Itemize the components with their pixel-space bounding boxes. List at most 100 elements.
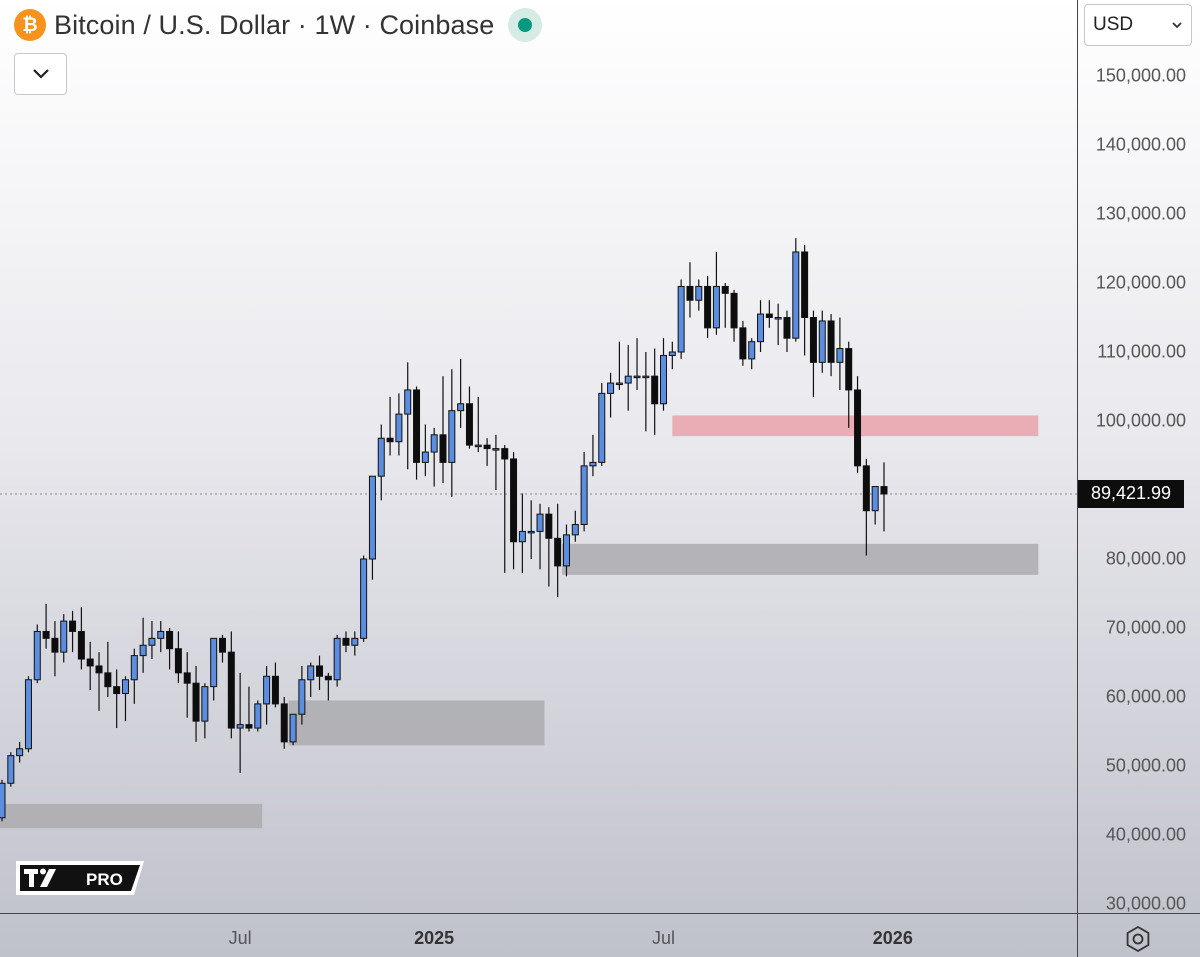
candle-body-up [360,558,368,639]
candle-body-up [712,285,720,329]
candle-body-up [598,392,606,463]
candle-body-up [527,530,535,534]
candle [695,279,703,311]
candle-body-down [69,620,77,632]
candle-body-up [139,644,147,657]
candle-body-up [60,620,68,653]
price-tick-label: 120,000.00 [1095,272,1186,293]
candle-body-up [289,713,297,743]
candle [836,317,844,390]
candle-body-down [271,675,279,705]
candle [333,634,341,687]
candle [633,338,641,390]
candle [104,641,112,697]
candle [871,486,879,525]
candle [571,510,579,542]
candle [113,669,121,729]
candle [51,621,59,677]
candle-body-up [571,524,579,536]
candle-body-down [77,630,85,660]
candle [827,314,835,377]
candle-body-up [210,637,218,688]
candle-body-down [113,686,121,695]
candle [589,434,597,477]
market-status-dot-icon[interactable] [508,8,543,42]
candle-body-down [845,348,853,391]
candle [474,396,482,453]
support-zone-0[interactable] [0,803,263,829]
candle-body-up [615,382,623,386]
time-scale[interactable] [0,913,1200,957]
candle-body-up [580,465,588,526]
candle-body-down [174,648,182,674]
candle-body-up [333,637,341,681]
candle-body-down [95,665,103,674]
candle-body-up [474,444,482,448]
candle [483,438,491,466]
candle-body-up [871,486,879,512]
time-tick-label: Jul [651,928,676,948]
candle-body-up [562,534,570,567]
candle [139,617,147,673]
candle-body-up [536,513,544,532]
price-tick-label: 50,000.00 [1105,755,1186,776]
candle [166,628,174,670]
candle-body-down [809,317,817,363]
candle [430,427,438,487]
candle-body-up [607,382,615,394]
chevron-down-icon [1172,22,1182,29]
symbol-header[interactable]: ₿ Bitcoin / U.S. Dollar · 1W · Coinbase [14,8,543,42]
tradingview-logo: PRO [16,861,144,895]
candle-body-up [695,285,703,301]
candle [316,655,324,691]
candle [624,345,632,411]
candle [854,376,862,473]
candle [386,396,394,456]
candle [24,676,32,753]
candle [792,238,800,342]
candle [739,320,747,366]
candle [510,452,518,570]
support-zone-2[interactable] [562,543,1039,575]
candle-body-up [121,679,129,695]
candle-body-down [192,682,200,722]
collapse-button[interactable] [14,53,67,95]
candle-body-up [624,375,632,384]
support-zone-1[interactable] [288,700,545,746]
candle [862,458,870,556]
candle-body-up [0,782,6,819]
candle [660,338,667,411]
candle-body-up [254,703,262,729]
candle [562,524,570,577]
candle-body-down [501,448,509,460]
candle [183,652,191,718]
candle-body-down [342,637,350,646]
candle-body-down [765,313,773,318]
candle [289,713,297,746]
candle-body-up [792,251,800,339]
candle [377,424,385,501]
candle [721,283,729,328]
candle [210,637,218,701]
price-tick-label: 80,000.00 [1105,548,1186,569]
candle [651,348,659,435]
candle-body-up [298,679,306,715]
price-tick-label: 150,000.00 [1095,65,1186,86]
candle-body-up [774,317,782,320]
candle-body-down [510,458,518,543]
candle [121,676,129,722]
candle [730,289,738,342]
candle [342,631,350,653]
gear-icon[interactable] [1124,925,1152,953]
candle-body-up [404,389,412,415]
candle [86,641,94,691]
symbol-title[interactable]: Bitcoin / U.S. Dollar · 1W · Coinbase [54,9,495,40]
candle [395,393,403,456]
candle [492,434,500,490]
candle-body-up [836,348,844,363]
time-tick-label: 2025 [414,928,455,948]
candle-body-up [368,475,376,560]
price-scale[interactable] [1077,0,1200,957]
currency-select[interactable]: USD [1084,4,1192,46]
